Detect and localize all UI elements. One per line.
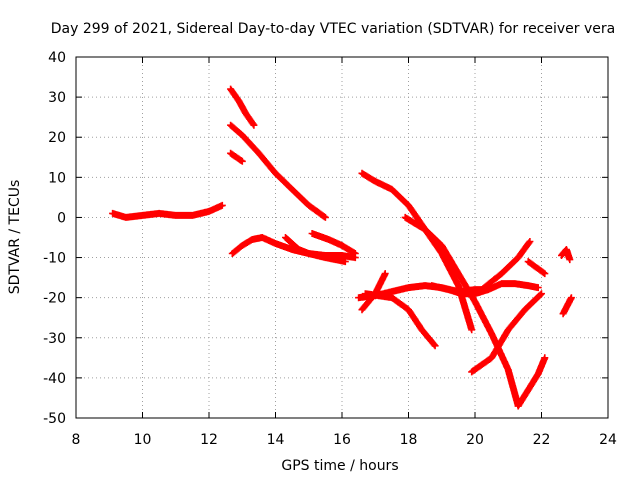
series-18 — [559, 294, 575, 318]
y-tick-label: 0 — [57, 210, 66, 226]
grid — [76, 57, 608, 418]
plus-markers — [358, 169, 476, 334]
series-0 — [109, 201, 226, 221]
plus-markers — [227, 85, 258, 129]
plus-markers — [559, 294, 575, 318]
y-tick-label: -20 — [43, 291, 66, 307]
ticks: 8 10 12 14 16 18 20 22 24 -50 -40 -30 -20 -10 0 10 20 30 4… — [43, 50, 617, 448]
x-tick-label: 12 — [200, 432, 218, 448]
y-tick-label: -30 — [43, 331, 66, 347]
series-2 — [227, 149, 246, 165]
plus-markers — [558, 246, 574, 264]
plus-markers — [361, 290, 439, 350]
series-5 — [282, 234, 359, 262]
series-17 — [558, 246, 574, 264]
series-3 — [227, 121, 329, 221]
y-axis-label: SDTVAR / TECUs — [7, 180, 23, 295]
chart-title: Day 299 of 2021, Sidereal Day-to-day VTE… — [51, 21, 615, 37]
y-tick-label: -10 — [43, 251, 66, 267]
x-tick-label: 18 — [400, 432, 418, 448]
plus-markers — [478, 238, 534, 294]
series-6 — [308, 230, 359, 257]
x-tick-label: 20 — [466, 432, 484, 448]
x-tick-label: 10 — [134, 432, 152, 448]
y-tick-label: 40 — [48, 50, 66, 66]
x-tick-label: 22 — [533, 432, 551, 448]
y-tick-label: 10 — [48, 170, 66, 186]
plus-markers — [428, 280, 542, 298]
series-7 — [358, 169, 476, 334]
plot-frame — [75, 56, 609, 419]
plus-markers — [514, 354, 549, 410]
plus-markers — [227, 149, 246, 165]
series-15 — [478, 238, 534, 294]
x-axis-label: GPS time / hours — [281, 458, 398, 474]
plus-markers — [109, 201, 226, 221]
series-14 — [468, 290, 545, 376]
plus-markers — [308, 230, 359, 257]
plus-markers — [524, 258, 549, 278]
series-12 — [361, 290, 439, 350]
y-tick-label: 20 — [48, 130, 66, 146]
series-8 — [401, 213, 522, 410]
plus-markers — [401, 213, 522, 410]
series-16 — [524, 258, 549, 278]
y-tick-label: -40 — [43, 371, 66, 387]
data-marks — [109, 85, 575, 410]
x-tick-label: 24 — [599, 432, 617, 448]
plus-markers — [282, 234, 359, 262]
x-tick-label: 16 — [333, 432, 351, 448]
x-tick-label: 8 — [72, 432, 81, 448]
series-9 — [514, 354, 549, 410]
y-tick-label: 30 — [48, 90, 66, 106]
plus-markers — [468, 290, 545, 376]
series-13 — [428, 280, 542, 298]
y-tick-label: -50 — [43, 411, 66, 427]
series-1 — [227, 85, 258, 129]
plus-markers — [227, 121, 329, 221]
x-tick-label: 14 — [267, 432, 285, 448]
